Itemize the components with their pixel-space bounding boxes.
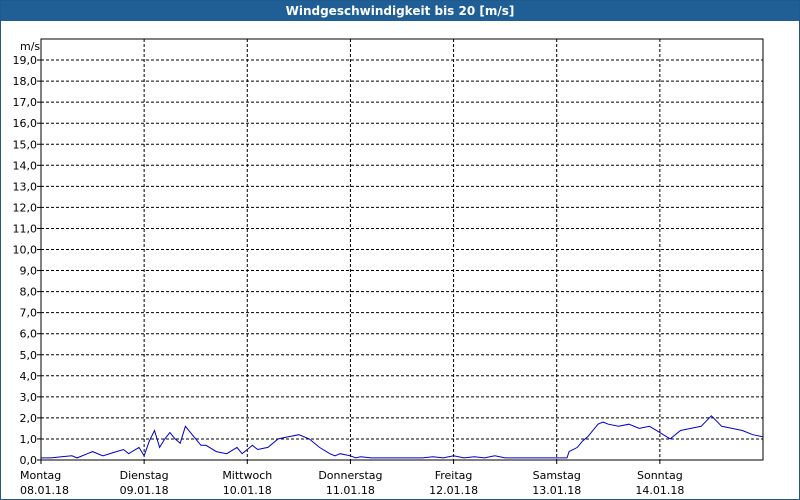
y-tick-label: 4,0 — [20, 370, 38, 383]
x-day-label: Samstag — [533, 469, 581, 482]
y-tick-label: 13,0 — [13, 180, 38, 193]
y-tick-label: 12,0 — [13, 201, 38, 214]
y-tick-label: 7,0 — [20, 307, 38, 320]
y-tick-label: 19,0 — [13, 54, 38, 67]
y-tick-label: 16,0 — [13, 117, 38, 130]
y-tick-label: 18,0 — [13, 75, 38, 88]
x-date-label: 09.01.18 — [120, 484, 169, 497]
x-date-label: 14.01.18 — [635, 484, 684, 497]
y-tick-label: 9,0 — [20, 265, 38, 278]
y-tick-label: 6,0 — [20, 328, 38, 341]
y-tick-label: 15,0 — [13, 138, 38, 151]
y-tick-label: 3,0 — [20, 391, 38, 404]
x-date-label: 08.01.18 — [20, 484, 69, 497]
y-axis-unit-label: m/s — [20, 40, 40, 53]
x-day-label: Montag — [20, 469, 61, 482]
y-tick-label: 11,0 — [13, 222, 38, 235]
y-tick-label: 17,0 — [13, 96, 38, 109]
x-day-label: Dienstag — [120, 469, 169, 482]
y-tick-label: 0,0 — [20, 454, 38, 467]
y-tick-label: 10,0 — [13, 244, 38, 257]
y-tick-label: 5,0 — [20, 349, 38, 362]
x-day-label: Sonntag — [637, 469, 683, 482]
y-tick-label: 14,0 — [13, 159, 38, 172]
x-day-label: Mittwoch — [222, 469, 272, 482]
y-tick-label: 2,0 — [20, 412, 38, 425]
x-day-label: Freitag — [435, 469, 473, 482]
y-tick-label: 1,0 — [20, 433, 38, 446]
chart-title: Windgeschwindigkeit bis 20 [m/s] — [1, 1, 799, 21]
x-day-label: Donnerstag — [318, 469, 382, 482]
x-date-label: 12.01.18 — [429, 484, 478, 497]
wind-speed-line — [41, 415, 764, 459]
y-tick-label: 8,0 — [20, 286, 38, 299]
x-date-label: 10.01.18 — [223, 484, 272, 497]
x-date-label: 13.01.18 — [532, 484, 581, 497]
x-date-label: 11.01.18 — [326, 484, 375, 497]
